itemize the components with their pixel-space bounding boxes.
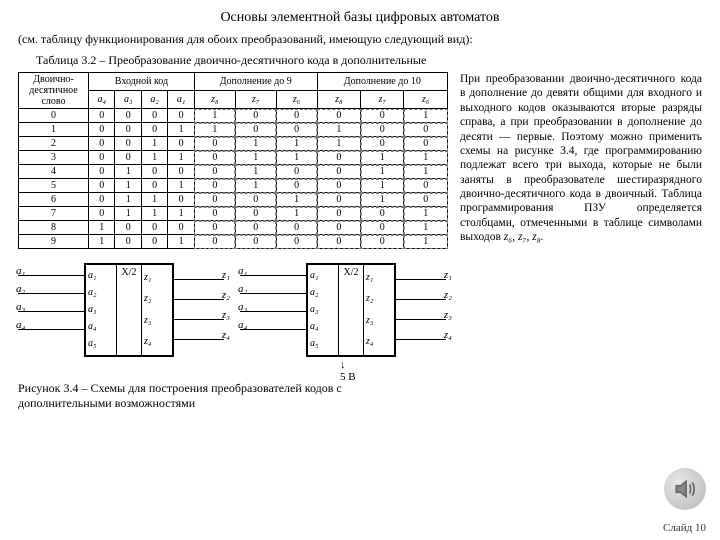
body-paragraph: При преобразовании двоично-десятичного к…: [460, 72, 702, 411]
table-caption: Таблица 3.2 – Преобразование двоично-дес…: [36, 53, 702, 68]
page-title: Основы элементной базы цифровых автомато…: [18, 10, 702, 26]
slide-number: Слайд 10: [663, 522, 706, 534]
subtitle: (см. таблицу функционирования для обоих …: [18, 32, 702, 47]
conversion-table: Двоично-десятичноесловоВходной кодДополн…: [18, 72, 450, 249]
speaker-icon[interactable]: [664, 468, 706, 510]
figure-3-4: a₁a₂a₃a₄a₅X/2z₁z₂z₃z₄a₁a₂a₃a₄z₁z₂z₃z₄ a₁…: [18, 257, 450, 375]
figure-caption: Рисунок 3.4 – Схемы для построения преоб…: [18, 381, 438, 411]
paragraph-tail: z₆, z₇, z₈.: [504, 231, 544, 243]
paragraph-text: При преобразовании двоично-десятичного к…: [460, 73, 702, 243]
